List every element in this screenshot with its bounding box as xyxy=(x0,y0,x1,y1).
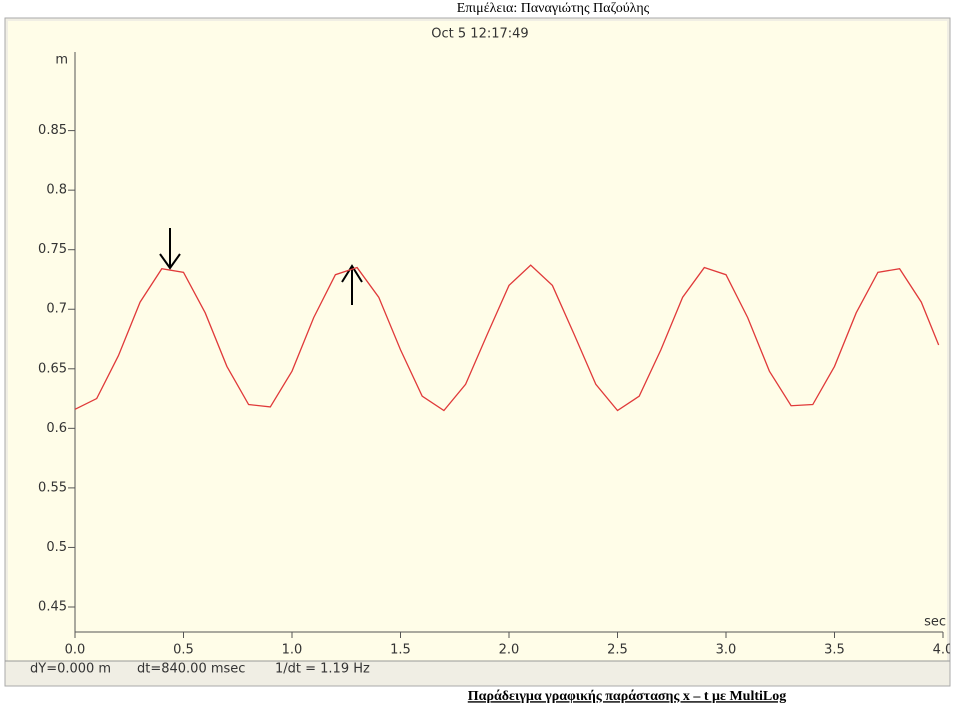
y-tick-label: 0.5 xyxy=(46,540,67,555)
cursor-arrow-down xyxy=(159,228,181,270)
chart-title: Oct 5 12:17:49 xyxy=(431,27,528,42)
status-text: dY=0.000 m xyxy=(30,662,111,677)
caption: Παράδειγμα γραφικής παράστασης x – t με … xyxy=(468,689,786,704)
x-tick-label: 2.0 xyxy=(499,643,520,658)
data-line xyxy=(74,264,940,412)
x-axis-label: sec xyxy=(924,615,946,630)
x-tick-label: 3.0 xyxy=(716,643,737,658)
y-tick-label: 0.85 xyxy=(38,123,67,138)
y-tick-label: 0.75 xyxy=(38,242,67,257)
y-tick-label: 0.55 xyxy=(38,480,67,495)
status-text: 1/dt = 1.19 Hz xyxy=(275,662,370,677)
x-tick-label: 1.0 xyxy=(282,643,303,658)
x-tick-label: 0.0 xyxy=(65,643,86,658)
y-tick-label: 0.6 xyxy=(46,421,67,436)
y-axis-label: m xyxy=(55,53,68,68)
x-tick-label: 3.5 xyxy=(824,643,845,658)
x-tick-label: 1.5 xyxy=(390,643,411,658)
cursor-arrow-up xyxy=(341,264,363,305)
header: Επιμέλεια: Παναγιώτης Παζούλης xyxy=(457,1,650,16)
cursor-arrows xyxy=(159,228,363,305)
x-tick-label: 2.5 xyxy=(607,643,628,658)
status-bar: dY=0.000 m dt=840.00 msec 1/dt = 1.19 Hz xyxy=(30,662,370,677)
x-tick-label: 0.5 xyxy=(173,643,194,658)
y-tick-label: 0.65 xyxy=(38,361,67,376)
status-text: dt=840.00 msec xyxy=(137,662,245,677)
plot-background xyxy=(8,21,947,661)
x-tick-label: 4.0 xyxy=(933,643,954,658)
y-tick-label: 0.7 xyxy=(46,302,67,317)
y-tick-label: 0.8 xyxy=(46,183,67,198)
y-tick-label: 0.45 xyxy=(38,599,67,614)
